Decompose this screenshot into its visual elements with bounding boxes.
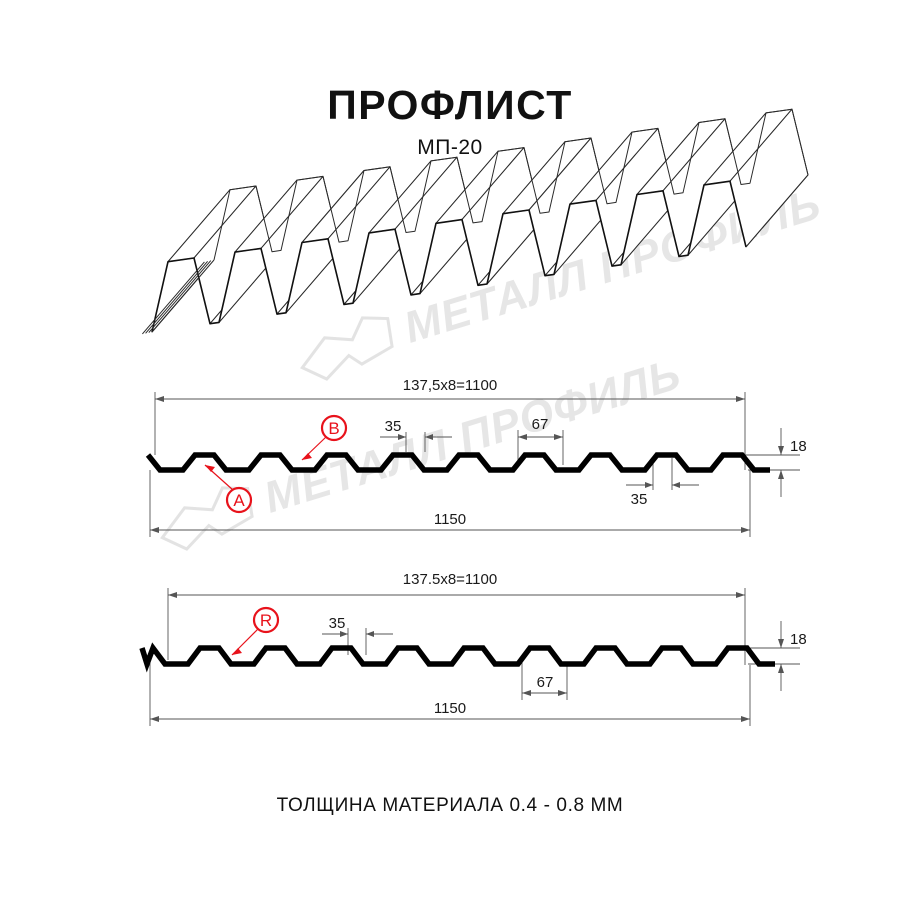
arrow-right [554, 434, 563, 440]
dim-height-a: 18 [790, 438, 807, 455]
profile-outline-a [145, 452, 770, 473]
arrow-in-right [366, 631, 374, 637]
page-title: ПРОФЛИСТ [327, 82, 573, 128]
dim-overall-bottom-a: 1150 [434, 511, 466, 528]
leader-arrow-b [302, 453, 312, 460]
dim-rib-top-a: 35 [385, 418, 402, 435]
arrow-in-left [398, 434, 406, 440]
balloon-circle-a [225, 486, 253, 514]
arrow-right [741, 716, 750, 722]
arrow-down [778, 446, 784, 455]
dim-rib-top-lower-a: 35 [631, 491, 648, 508]
arrow-right [736, 396, 745, 402]
arrow-in-left [645, 482, 653, 488]
balloon-label-r: R [260, 611, 272, 630]
arrow-in-right [672, 482, 680, 488]
arrow-left [522, 690, 531, 696]
dim-overall-top-b: 137.5x8=1100 [403, 571, 497, 588]
balloon-label-a: A [233, 491, 245, 510]
model-label: МП-20 [417, 136, 483, 159]
dim-valley-a: 67 [532, 416, 549, 433]
balloon-label-b: B [328, 419, 339, 438]
arrow-in-left [340, 631, 348, 637]
arrow-left [155, 396, 164, 402]
balloon-circle-b [320, 414, 348, 442]
arrow-right [736, 592, 745, 598]
arrow-left [168, 592, 177, 598]
arrow-up [778, 664, 784, 673]
arrow-right [558, 690, 567, 696]
balloon-b: B [301, 414, 348, 461]
dim-rib-top-b: 35 [329, 615, 346, 632]
watermark-logo-icon [300, 316, 394, 381]
isometric-sheet [142, 108, 809, 335]
arrow-left [518, 434, 527, 440]
arrow-left [150, 527, 159, 533]
dim-height-b: 18 [790, 631, 807, 648]
dim-overall-bottom-b: 1150 [434, 700, 466, 717]
balloon-circle-r [252, 606, 280, 634]
profile-outline-b [139, 642, 775, 673]
section-a-group: 137,5x8=1100 1150 35 67 35 18 A B [145, 377, 807, 537]
section-b-group: 137.5x8=1100 1150 35 67 18 R [139, 571, 807, 726]
arrow-up [778, 470, 784, 479]
dim-overall-top-a: 137,5x8=1100 [403, 377, 497, 394]
balloon-r: R [231, 606, 280, 656]
arrow-right [741, 527, 750, 533]
material-thickness-note: ТОЛЩИНА МАТЕРИАЛА 0.4 - 0.8 ММ [276, 795, 624, 816]
leader-arrow-r [232, 648, 242, 655]
arrow-in-right [425, 434, 433, 440]
balloon-a: A [204, 464, 253, 514]
section-a-dimension-lines [149, 392, 800, 537]
arrow-down [778, 639, 784, 648]
dim-valley-b: 67 [537, 674, 554, 691]
arrow-left [150, 716, 159, 722]
section-b-dimension-lines [149, 588, 800, 726]
leader-arrow-a [205, 465, 215, 472]
